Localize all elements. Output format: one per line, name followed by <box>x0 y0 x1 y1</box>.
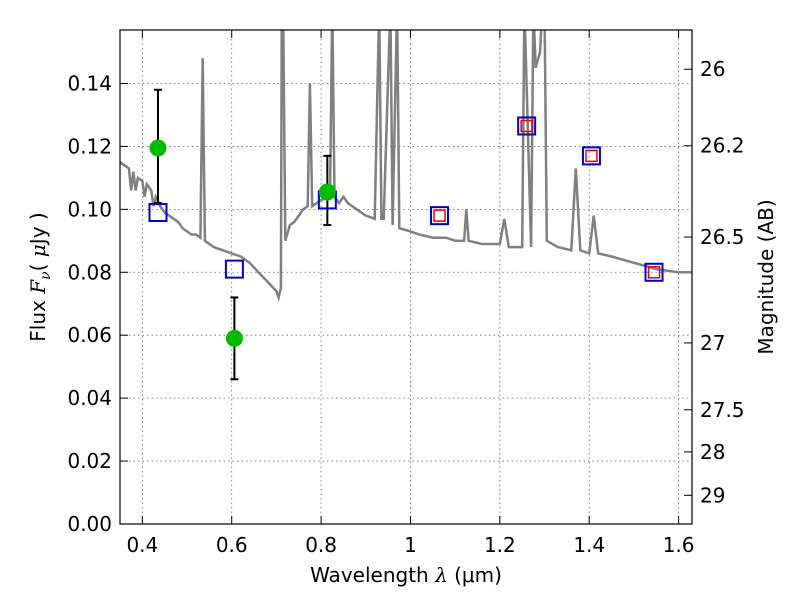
y-tick-label: 0.04 <box>67 386 112 410</box>
y-tick-label: 0.00 <box>67 512 112 536</box>
y2-tick-label: 27 <box>700 331 725 355</box>
x-tick-label: 0.4 <box>126 533 158 557</box>
model-point-box <box>517 116 537 136</box>
y-tick-label: 0.02 <box>67 449 112 473</box>
y-tick-label: 0.08 <box>67 260 112 284</box>
y-tick-label: 0.14 <box>67 71 112 95</box>
y2-axis-ticks: 26 26.2 26.5 27 27.5 28 29 <box>684 57 745 507</box>
y2-tick-label: 29 <box>700 483 725 507</box>
y2-tick-label: 27.5 <box>700 398 745 422</box>
model-point-inner <box>647 266 661 279</box>
x-tick-label: 1.4 <box>573 533 605 557</box>
y2-tick-label: 26.5 <box>700 225 745 249</box>
model-point-box <box>224 259 244 279</box>
observed-points <box>149 139 336 347</box>
model-point-box <box>148 202 168 222</box>
model-point-inner <box>585 149 598 163</box>
observed-point <box>149 139 167 157</box>
observed-point <box>225 329 243 347</box>
model-point-inner <box>520 119 533 133</box>
x-axis-ticks: 0.4 0.6 0.8 1 1.2 1.4 1.6 <box>126 30 695 557</box>
x-axis-title: Wavelength λ (μm) <box>310 563 502 587</box>
model-point-inner <box>433 209 446 222</box>
model-point-box <box>644 262 664 282</box>
y-tick-label: 0.10 <box>67 197 112 221</box>
plot-frame <box>119 29 693 525</box>
grid <box>120 30 692 525</box>
y2-tick-label: 26 <box>700 57 725 81</box>
model-point-box <box>430 206 450 226</box>
y-axis-ticks: 0.00 0.02 0.04 0.06 0.08 0.10 0.12 0.14 <box>67 71 128 536</box>
y-tick-label: 0.12 <box>67 134 112 158</box>
y2-axis-title: Magnitude (AB) <box>754 199 778 354</box>
x-tick-label: 0.8 <box>305 533 337 557</box>
error-bars <box>153 88 332 381</box>
y-tick-label: 0.06 <box>67 323 112 347</box>
plot-area <box>120 30 692 381</box>
sed-model-line <box>120 30 692 302</box>
x-tick-label: 0.6 <box>216 533 248 557</box>
model-points <box>148 116 664 282</box>
x-tick-label: 1.2 <box>484 533 516 557</box>
observed-point <box>318 183 336 201</box>
y-axis-title: Flux Fν( μJy ) <box>26 212 54 341</box>
y2-tick-label: 26.2 <box>700 134 745 158</box>
model-point-box <box>581 146 601 166</box>
x-tick-label: 1 <box>404 533 417 557</box>
y2-tick-label: 28 <box>700 440 725 464</box>
x-tick-label: 1.6 <box>663 533 695 557</box>
